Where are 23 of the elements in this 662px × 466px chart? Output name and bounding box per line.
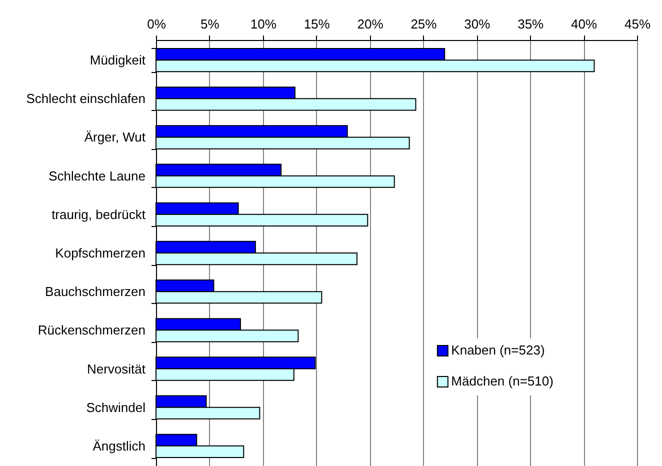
y-tick-label: Schlecht einschlafen <box>26 91 146 106</box>
x-tick-label: 0% <box>147 16 166 32</box>
y-tick-label: Ärger, Wut <box>84 130 146 145</box>
y-tick-label: Schwindel <box>86 400 146 415</box>
x-tick-label: 15% <box>304 16 330 32</box>
y-tick-label: Kopfschmerzen <box>55 246 146 260</box>
y-tick-label: Schlechte Laune <box>48 168 146 184</box>
y-tick-label: traurig, bedrückt <box>52 206 146 222</box>
y-tick-label: Ängstlich <box>92 438 146 454</box>
y-tick-label: Rückenschmerzen <box>38 322 146 338</box>
legend-label: Mädchen (n=510) <box>451 374 554 389</box>
x-tick-label: 45% <box>624 16 651 32</box>
x-tick-label: 20% <box>357 16 384 32</box>
x-tick-label: 25% <box>410 16 438 32</box>
x-tick-label: 35% <box>518 16 544 32</box>
y-tick-label: Bauchschmerzen <box>45 284 146 300</box>
y-tick-label: Müdigkeit <box>90 52 146 68</box>
x-tick-label: 5% <box>200 16 220 32</box>
x-tick-label: 10% <box>250 16 277 32</box>
x-tick-label: 40% <box>571 16 598 32</box>
legend-label: Knaben (n=523) <box>451 342 545 358</box>
x-tick-label: 30% <box>464 16 491 32</box>
y-tick-label: Nervosität <box>86 361 146 376</box>
